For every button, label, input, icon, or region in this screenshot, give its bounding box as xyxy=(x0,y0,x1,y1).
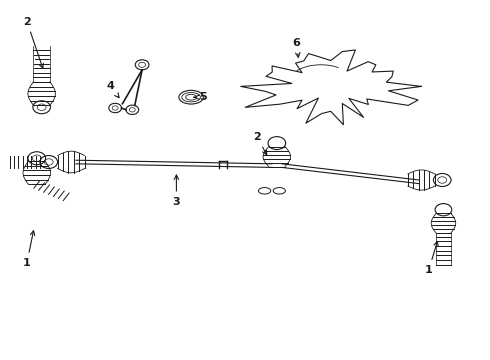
Text: 6: 6 xyxy=(293,38,300,57)
Text: 3: 3 xyxy=(172,175,180,207)
Text: 1: 1 xyxy=(425,242,438,275)
Text: 2: 2 xyxy=(23,17,44,68)
Text: 1: 1 xyxy=(23,231,35,268)
Text: 4: 4 xyxy=(106,81,119,98)
Text: 2: 2 xyxy=(253,132,267,155)
Text: 5: 5 xyxy=(194,92,207,102)
